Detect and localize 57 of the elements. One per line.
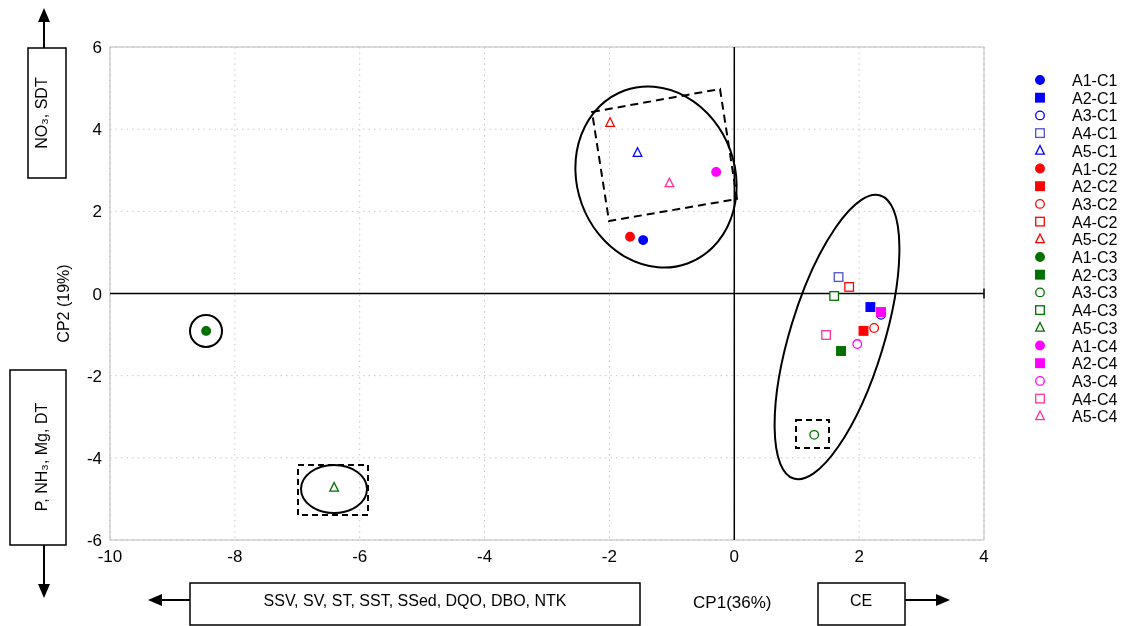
point [829,291,840,301]
legend-label: A1-C2 [1072,160,1118,178]
y-tick-label: 6 [92,38,102,57]
point [833,272,844,283]
x-tick-label: 0 [729,547,740,566]
legend-label: A5-C4 [1072,408,1118,426]
text: P, NH₃, Mg, DT [33,402,50,512]
legend-label: A1-C3 [1072,249,1118,266]
text: SSV, SV, ST, SST, SSed, DQO, DBO, NTK [263,592,567,609]
x-tick-label: -4 [477,547,493,566]
y-tick-label: 4 [92,120,102,140]
text: CE [849,592,873,609]
legend-label: A5-C3 [1072,319,1118,337]
y-tick-label: 0 [92,284,102,304]
point [858,325,869,336]
legend-label: A4-C4 [1072,390,1118,408]
point [711,166,722,177]
point [821,330,832,340]
point [865,302,876,313]
point [664,177,675,188]
legend-label: A3-C2 [1072,195,1118,213]
legend-label: A3-C1 [1072,107,1118,125]
legend-label: A3-C3 [1072,284,1118,302]
x-tick-label: -10 [97,547,123,566]
legend-label: A4-C3 [1072,302,1118,320]
y-tick-label: -6 [86,531,102,550]
y-tick-label: 2 [92,202,102,222]
legend-label: A4-C1 [1072,125,1118,143]
x-tick-label: -2 [601,547,617,566]
text: NO₃, SDT [33,77,50,149]
point [844,281,855,292]
legend-label: A1-C1 [1072,72,1118,89]
point [625,231,635,242]
legend-label: A4-C2 [1072,213,1118,231]
x-tick-label: 2 [854,547,864,566]
legend-label: A2-C2 [1072,178,1118,196]
legend-label: A1-C4 [1072,337,1118,355]
legend-label: A2-C3 [1072,266,1118,284]
y-tick-label: -4 [86,448,102,468]
legend-label: A2-C4 [1072,355,1118,373]
point [638,235,649,246]
x-axis-title: CP1(36%) [693,593,772,612]
legend-label: A2-C1 [1072,89,1118,107]
legend-label: A5-C1 [1072,142,1118,160]
x-tick-label: -6 [352,547,368,566]
point [852,339,863,349]
point [329,481,340,492]
point [632,147,643,157]
legend-label: A5-C2 [1072,231,1118,249]
y-axis-title: CP2 (19%) [55,264,72,343]
point [605,117,615,127]
y-tick-label: -2 [86,366,102,386]
legend-label: A3-C4 [1072,372,1118,390]
x-tick-label: 4 [979,547,989,566]
x-tick-label: -8 [227,547,243,566]
point [869,323,880,333]
point [836,346,846,356]
